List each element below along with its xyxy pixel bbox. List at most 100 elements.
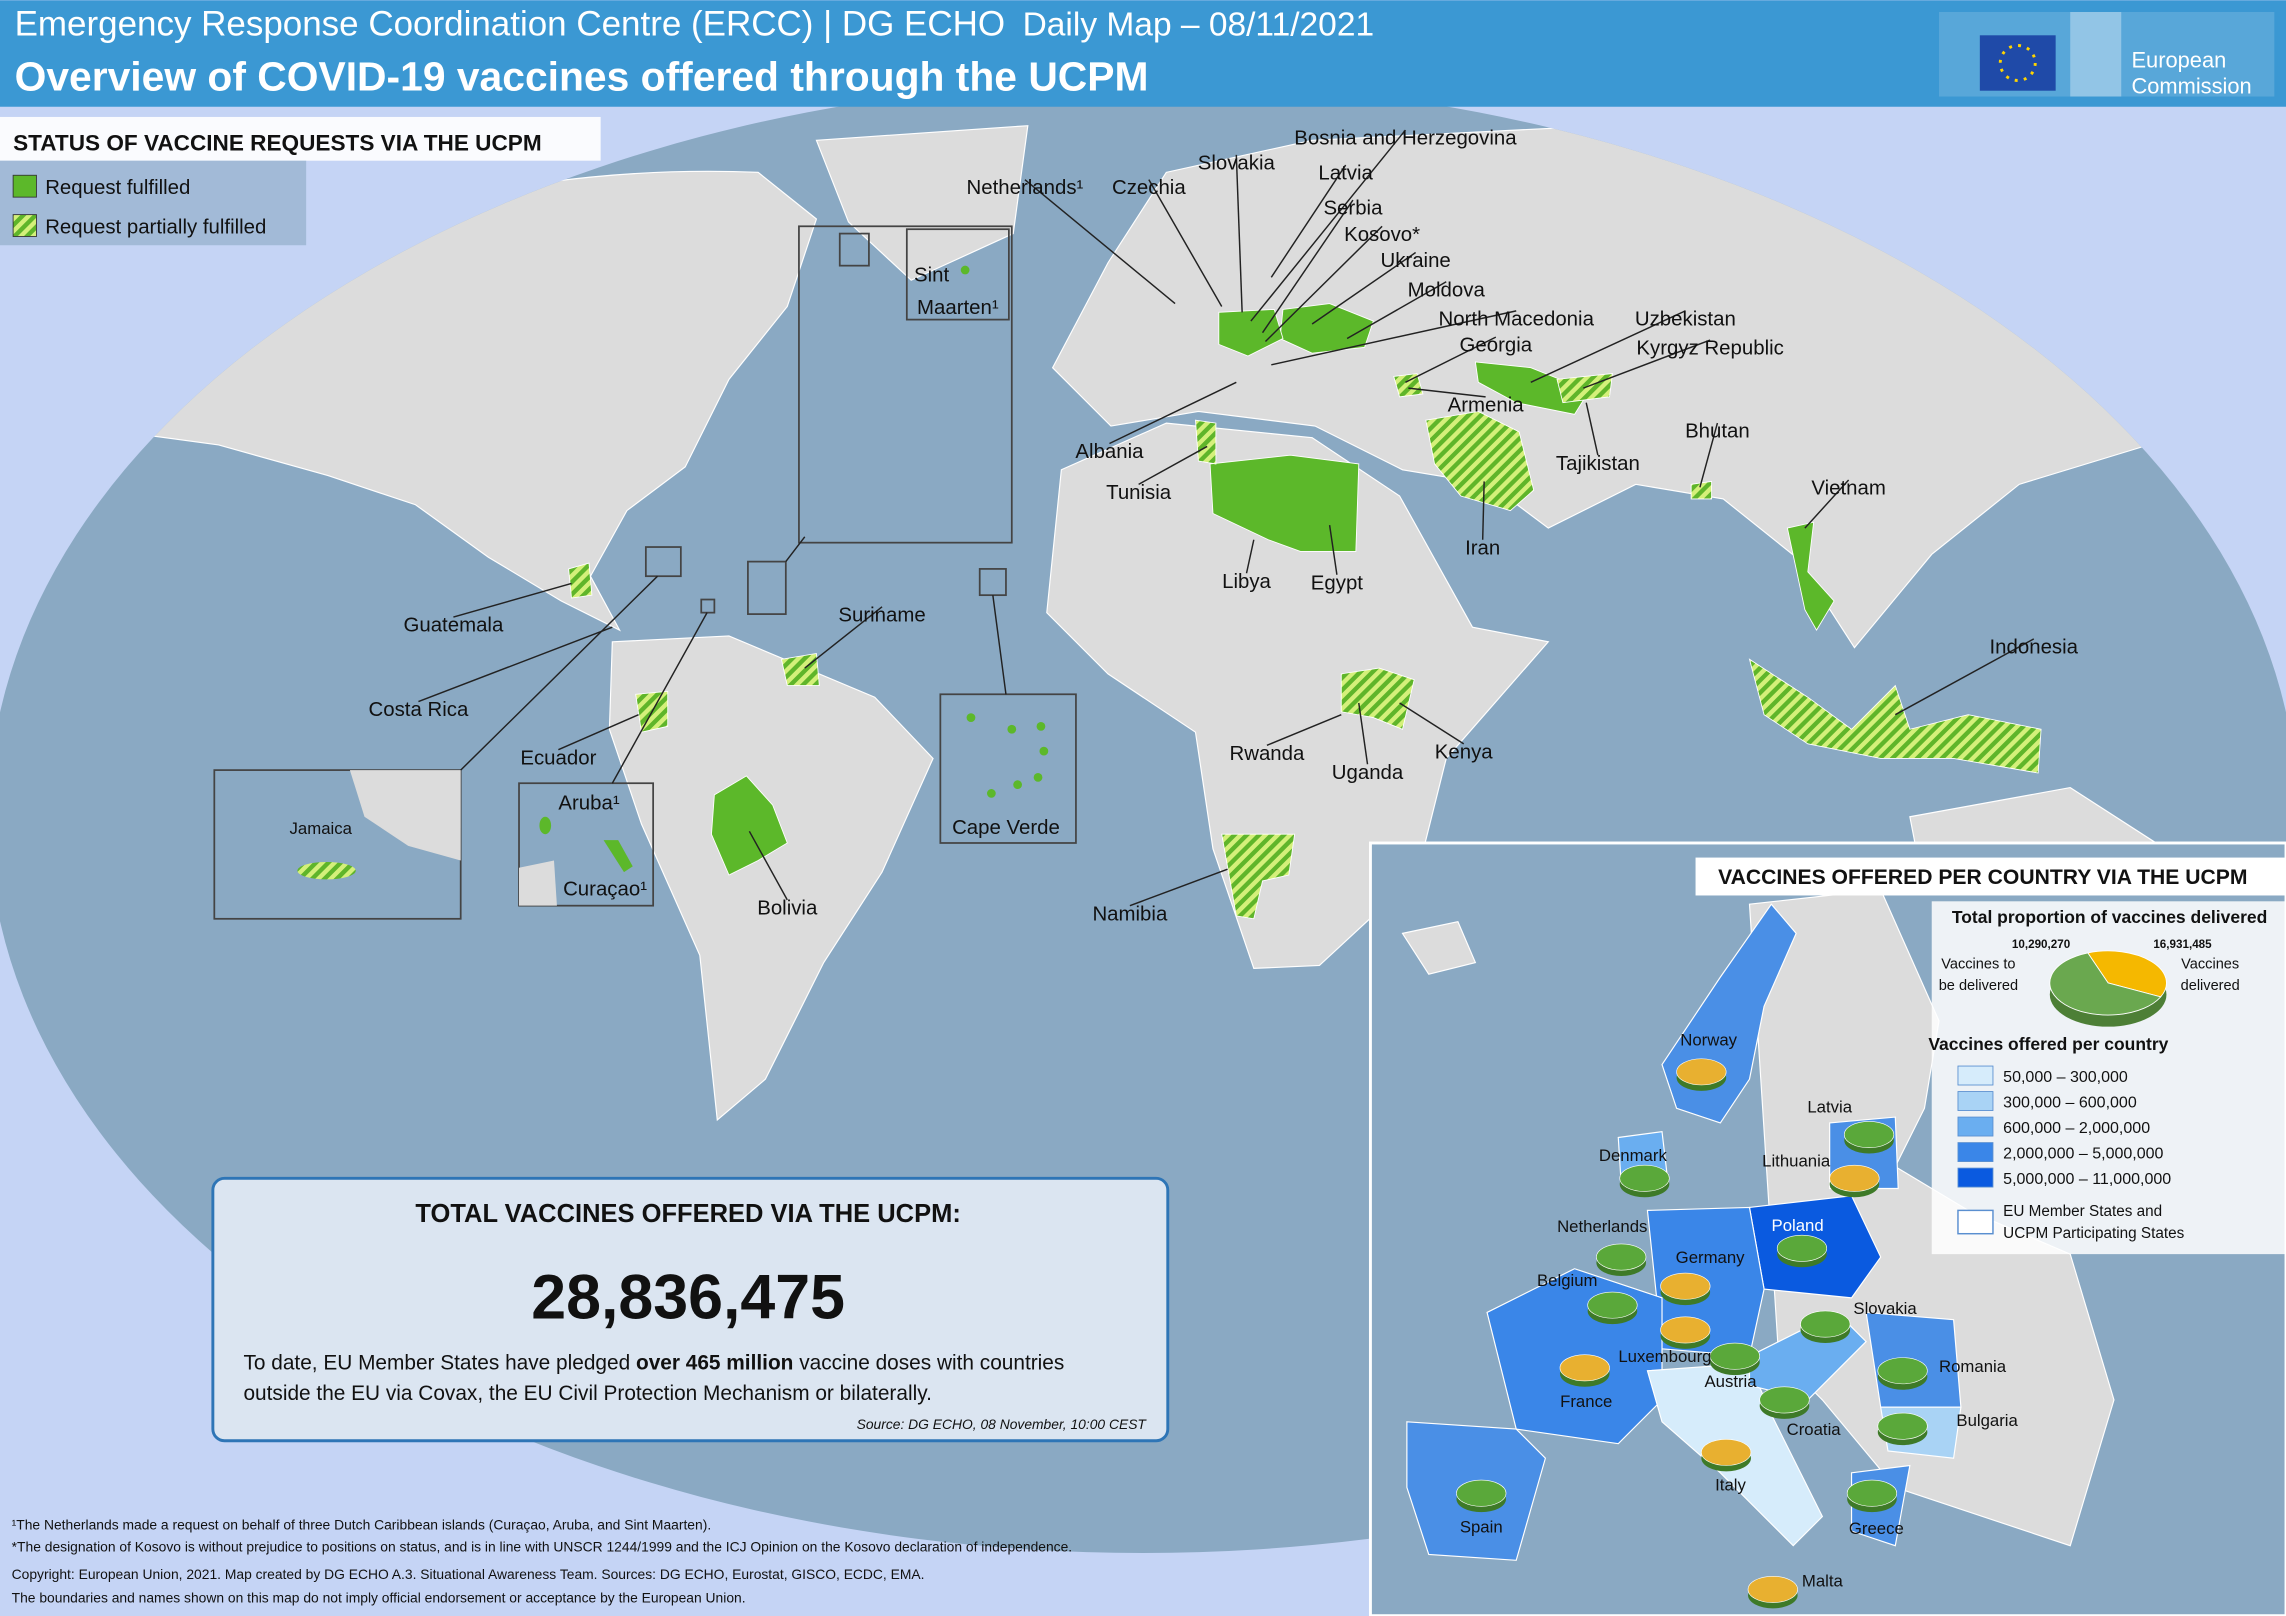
inset-country-label: Latvia [1807,1098,1852,1117]
range-legend-title: Vaccines offered per country [1928,1034,2168,1054]
mini-pie [1747,1576,1798,1603]
country-label: Armenia [1448,394,1525,416]
vietnam [1786,521,1835,632]
inset-country-label: Italy [1715,1475,1746,1494]
island-insets [213,225,1077,920]
pie-slice-label: delivered [2181,978,2240,994]
country-label: Bosnia and Herzegovina [1294,128,1517,150]
sint-maarten-inset [905,228,1010,321]
south-america [608,635,934,1122]
range-swatch [1957,1065,1994,1086]
leader-line [1109,381,1237,445]
country-label: Kosovo* [1344,224,1420,246]
inset-country-label: Norway [1680,1031,1737,1050]
country-label: Indonesia [1990,636,2079,658]
tunisia [1195,419,1217,465]
iran [1425,410,1535,512]
country-label: Vietnam [1811,478,1886,500]
country-label: Uganda [1332,762,1404,784]
aruba-shape [539,816,552,835]
leader-line [1530,310,1686,383]
inset-title-bg [1695,857,2286,896]
footnotes: ¹The Netherlands made a request on behal… [12,1517,1072,1606]
leader-line [1270,164,1347,278]
cape-verde-islands [966,713,1049,798]
range-swatch [1957,1091,1994,1111]
mini-pie [1800,1310,1851,1338]
curacao-shape [603,840,633,873]
caribbean-inset [798,225,1013,544]
country-label: Guatemala [403,615,503,637]
ec-logo: European Commission [1939,11,2275,99]
inset-country-label: Spain [1460,1518,1503,1537]
eu-stars [1998,44,2037,82]
armenia-georgia [1393,373,1424,398]
country-label: Uzbekistan [1635,308,1736,330]
mini-pie [1843,1121,1895,1148]
range-swatch [1957,1142,1994,1162]
country-label: Georgia [1460,335,1533,357]
country-label: Bolivia [757,897,818,919]
leader-line [453,582,572,618]
mini-pie [1776,1234,1828,1262]
country-label: Libya [1222,571,1271,593]
small-box [747,560,787,615]
country-label: Sint [914,265,949,287]
mini-pie [1709,1342,1760,1370]
country-label: Moldova [1408,279,1486,301]
legend-title-bg [0,116,601,161]
mini-pie [1676,1058,1727,1086]
mini-pie [1660,1272,1711,1300]
mainland [519,860,557,906]
country-label: Iran [1465,537,1500,559]
leader-line [558,714,639,751]
leader-line [1266,714,1342,746]
swatch-fulfilled [12,174,37,198]
bolivia [711,775,788,876]
total-box: TOTAL VACCINES OFFERED VIA THE UCPM: 28,… [211,1176,1170,1443]
leader-line [1481,481,1485,540]
country-label: Maarten¹ [917,297,999,319]
total-text: To date, EU Member States have pledged o… [243,1351,1064,1374]
footnote: *The designation of Kosovo is without pr… [12,1539,1072,1555]
country-label: Bhutan [1685,421,1750,443]
country-label: Rwanda [1229,743,1305,765]
mini-pie [1660,1316,1711,1344]
bhutan [1690,480,1713,500]
leader-line [1585,402,1599,456]
footnote: The boundaries and names shown on this m… [12,1590,746,1606]
swatch-partial [12,214,37,237]
country-label: Cape Verde [952,817,1060,839]
hispaniola [349,770,461,861]
leader-line [1804,479,1850,529]
logo-building [2070,11,2122,97]
title: Overview of COVID-19 vaccines offered th… [15,54,1149,100]
total-value: 28,836,475 [531,1262,845,1332]
leader-line [1405,336,1497,383]
suriname [780,652,820,686]
footnote: Copyright: European Union, 2021. Map cre… [12,1566,925,1582]
mini-pie [1456,1479,1507,1507]
mini-pie [1846,1479,1898,1507]
east-africa [1340,667,1415,730]
mini-pie [1877,1357,1928,1385]
pie-slice-label: be delivered [1939,978,2018,994]
leader-line [1328,525,1338,575]
leader-line [1235,154,1243,313]
cape-verde-inset [939,693,1077,844]
sint-maarten-shape [960,265,970,275]
inset-country-label: Denmark [1599,1146,1668,1165]
inset-country-label: Slovakia [1853,1299,1917,1318]
member-note: EU Member States and [2003,1203,2162,1220]
status-legend: STATUS OF VACCINE REQUESTS VIA THE UCPM … [0,116,601,246]
range-label: 600,000 – 2,000,000 [2003,1119,2150,1137]
leader-line [1894,638,2035,716]
logo-text: Commission [2131,74,2251,99]
range-swatch [1957,1167,1994,1188]
small-box [978,568,1007,597]
mini-pie [1587,1291,1638,1319]
country-label: Latvia [1318,163,1373,185]
leader-line [1311,251,1417,325]
country-label: North Macedonia [1439,308,1595,330]
